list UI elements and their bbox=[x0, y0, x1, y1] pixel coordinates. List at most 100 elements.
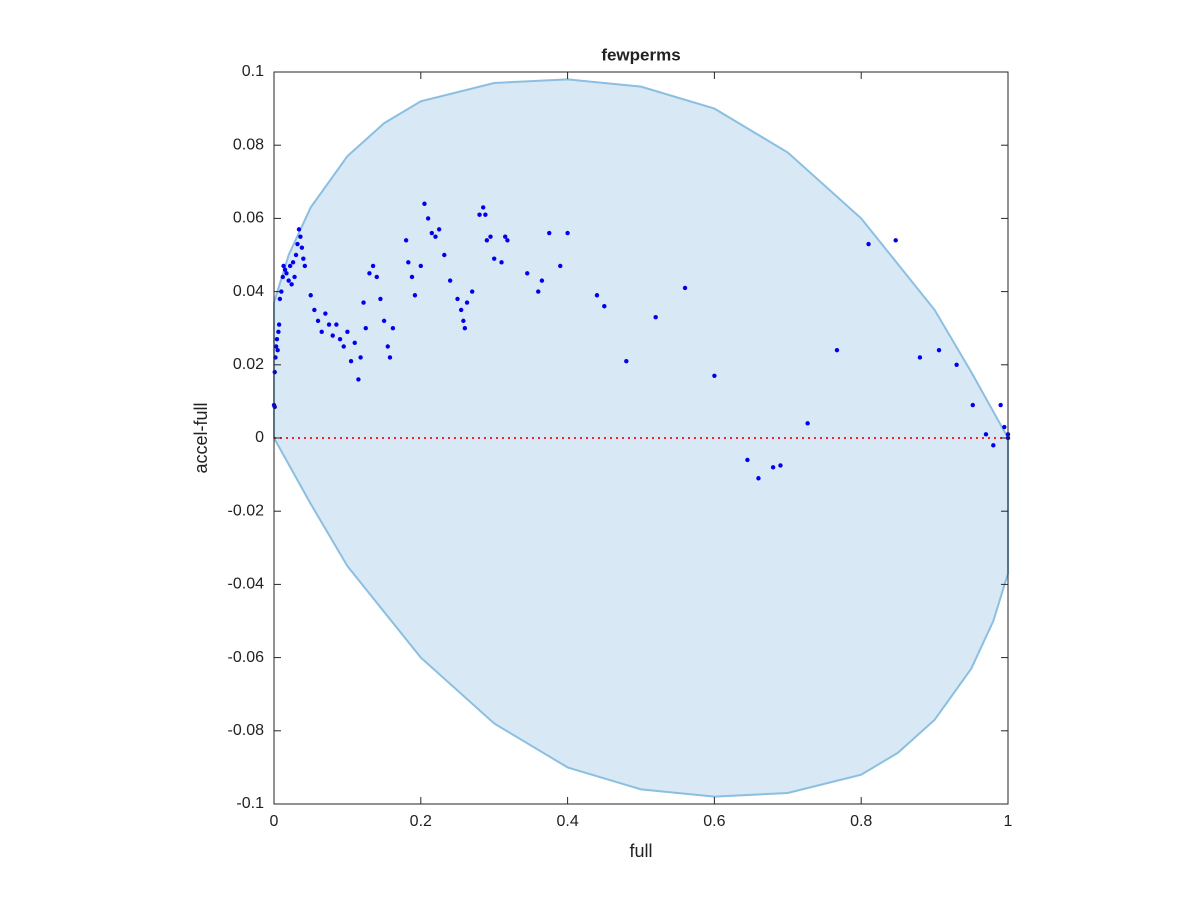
point bbox=[983, 432, 989, 437]
point bbox=[756, 476, 761, 481]
point bbox=[378, 296, 383, 302]
point bbox=[461, 318, 466, 324]
point bbox=[287, 263, 293, 269]
point bbox=[998, 402, 1003, 408]
point bbox=[477, 212, 482, 217]
point bbox=[276, 322, 282, 327]
y-tick-label: -0.02 bbox=[228, 502, 265, 519]
y-tick-label: 0.08 bbox=[233, 136, 264, 153]
point bbox=[363, 326, 368, 331]
point bbox=[505, 238, 510, 243]
point bbox=[484, 238, 490, 243]
point bbox=[284, 271, 289, 276]
point bbox=[991, 443, 996, 448]
x-tick-label: 1 bbox=[1004, 813, 1013, 830]
point bbox=[770, 465, 776, 470]
point bbox=[499, 260, 504, 265]
point bbox=[936, 347, 942, 353]
point bbox=[429, 230, 435, 236]
y-tick-label: 0.1 bbox=[242, 63, 264, 80]
point bbox=[834, 347, 840, 353]
point bbox=[778, 463, 783, 468]
point bbox=[326, 322, 332, 327]
point bbox=[390, 326, 396, 331]
point bbox=[565, 230, 570, 236]
x-tick-label: 0 bbox=[270, 813, 279, 830]
point bbox=[433, 234, 438, 239]
point bbox=[337, 336, 343, 342]
x-tick-label: 0.4 bbox=[556, 813, 578, 830]
point bbox=[358, 355, 363, 360]
point bbox=[866, 241, 871, 247]
point bbox=[334, 322, 339, 327]
point bbox=[492, 256, 497, 261]
point bbox=[275, 347, 280, 353]
point bbox=[274, 344, 279, 349]
y-tick-label: -0.06 bbox=[228, 649, 265, 666]
point bbox=[296, 227, 302, 232]
point bbox=[412, 293, 418, 298]
point bbox=[712, 373, 717, 378]
point bbox=[298, 234, 303, 239]
point bbox=[488, 234, 493, 239]
point bbox=[954, 362, 959, 367]
point bbox=[624, 358, 629, 364]
point bbox=[462, 326, 468, 331]
point bbox=[387, 355, 393, 360]
y-tick-label: -0.1 bbox=[236, 795, 264, 812]
y-tick-label: 0.02 bbox=[233, 356, 264, 373]
point bbox=[403, 238, 409, 243]
y-tick-label: -0.08 bbox=[228, 722, 265, 739]
point bbox=[282, 267, 288, 272]
point bbox=[293, 252, 299, 258]
point bbox=[483, 212, 488, 217]
point bbox=[385, 344, 390, 349]
point bbox=[745, 457, 750, 463]
point bbox=[547, 230, 552, 236]
point bbox=[299, 245, 305, 250]
point bbox=[602, 304, 607, 309]
point bbox=[280, 274, 286, 280]
point bbox=[464, 300, 470, 305]
point bbox=[503, 234, 508, 239]
point bbox=[381, 318, 387, 324]
point bbox=[469, 289, 475, 294]
point bbox=[341, 344, 346, 349]
x-tick-label: 0.8 bbox=[850, 813, 872, 830]
y-tick-label: 0.04 bbox=[233, 283, 264, 300]
point bbox=[281, 263, 286, 269]
point bbox=[274, 336, 280, 342]
point bbox=[290, 260, 296, 265]
point bbox=[525, 271, 530, 276]
point bbox=[425, 216, 431, 221]
point bbox=[447, 278, 453, 283]
point bbox=[272, 404, 277, 410]
point bbox=[893, 238, 898, 243]
point bbox=[442, 252, 447, 258]
point bbox=[970, 402, 975, 408]
point bbox=[277, 296, 283, 302]
point bbox=[1002, 424, 1007, 430]
point bbox=[312, 307, 317, 313]
point bbox=[455, 296, 460, 302]
point bbox=[319, 329, 324, 335]
point bbox=[276, 329, 281, 335]
point bbox=[345, 329, 350, 335]
point bbox=[361, 300, 366, 305]
point bbox=[352, 340, 357, 346]
point bbox=[406, 260, 411, 265]
point bbox=[301, 256, 306, 261]
point bbox=[295, 241, 300, 247]
y-axis-label: accel-full bbox=[191, 402, 211, 473]
point bbox=[302, 263, 308, 269]
point bbox=[558, 263, 563, 269]
point bbox=[458, 307, 464, 313]
point bbox=[289, 282, 294, 287]
point bbox=[480, 205, 486, 210]
point bbox=[292, 274, 297, 280]
y-tick-label: 0.06 bbox=[233, 210, 264, 227]
x-tick-label: 0.2 bbox=[410, 813, 432, 830]
x-axis-label: full bbox=[629, 841, 652, 861]
point bbox=[367, 271, 372, 276]
